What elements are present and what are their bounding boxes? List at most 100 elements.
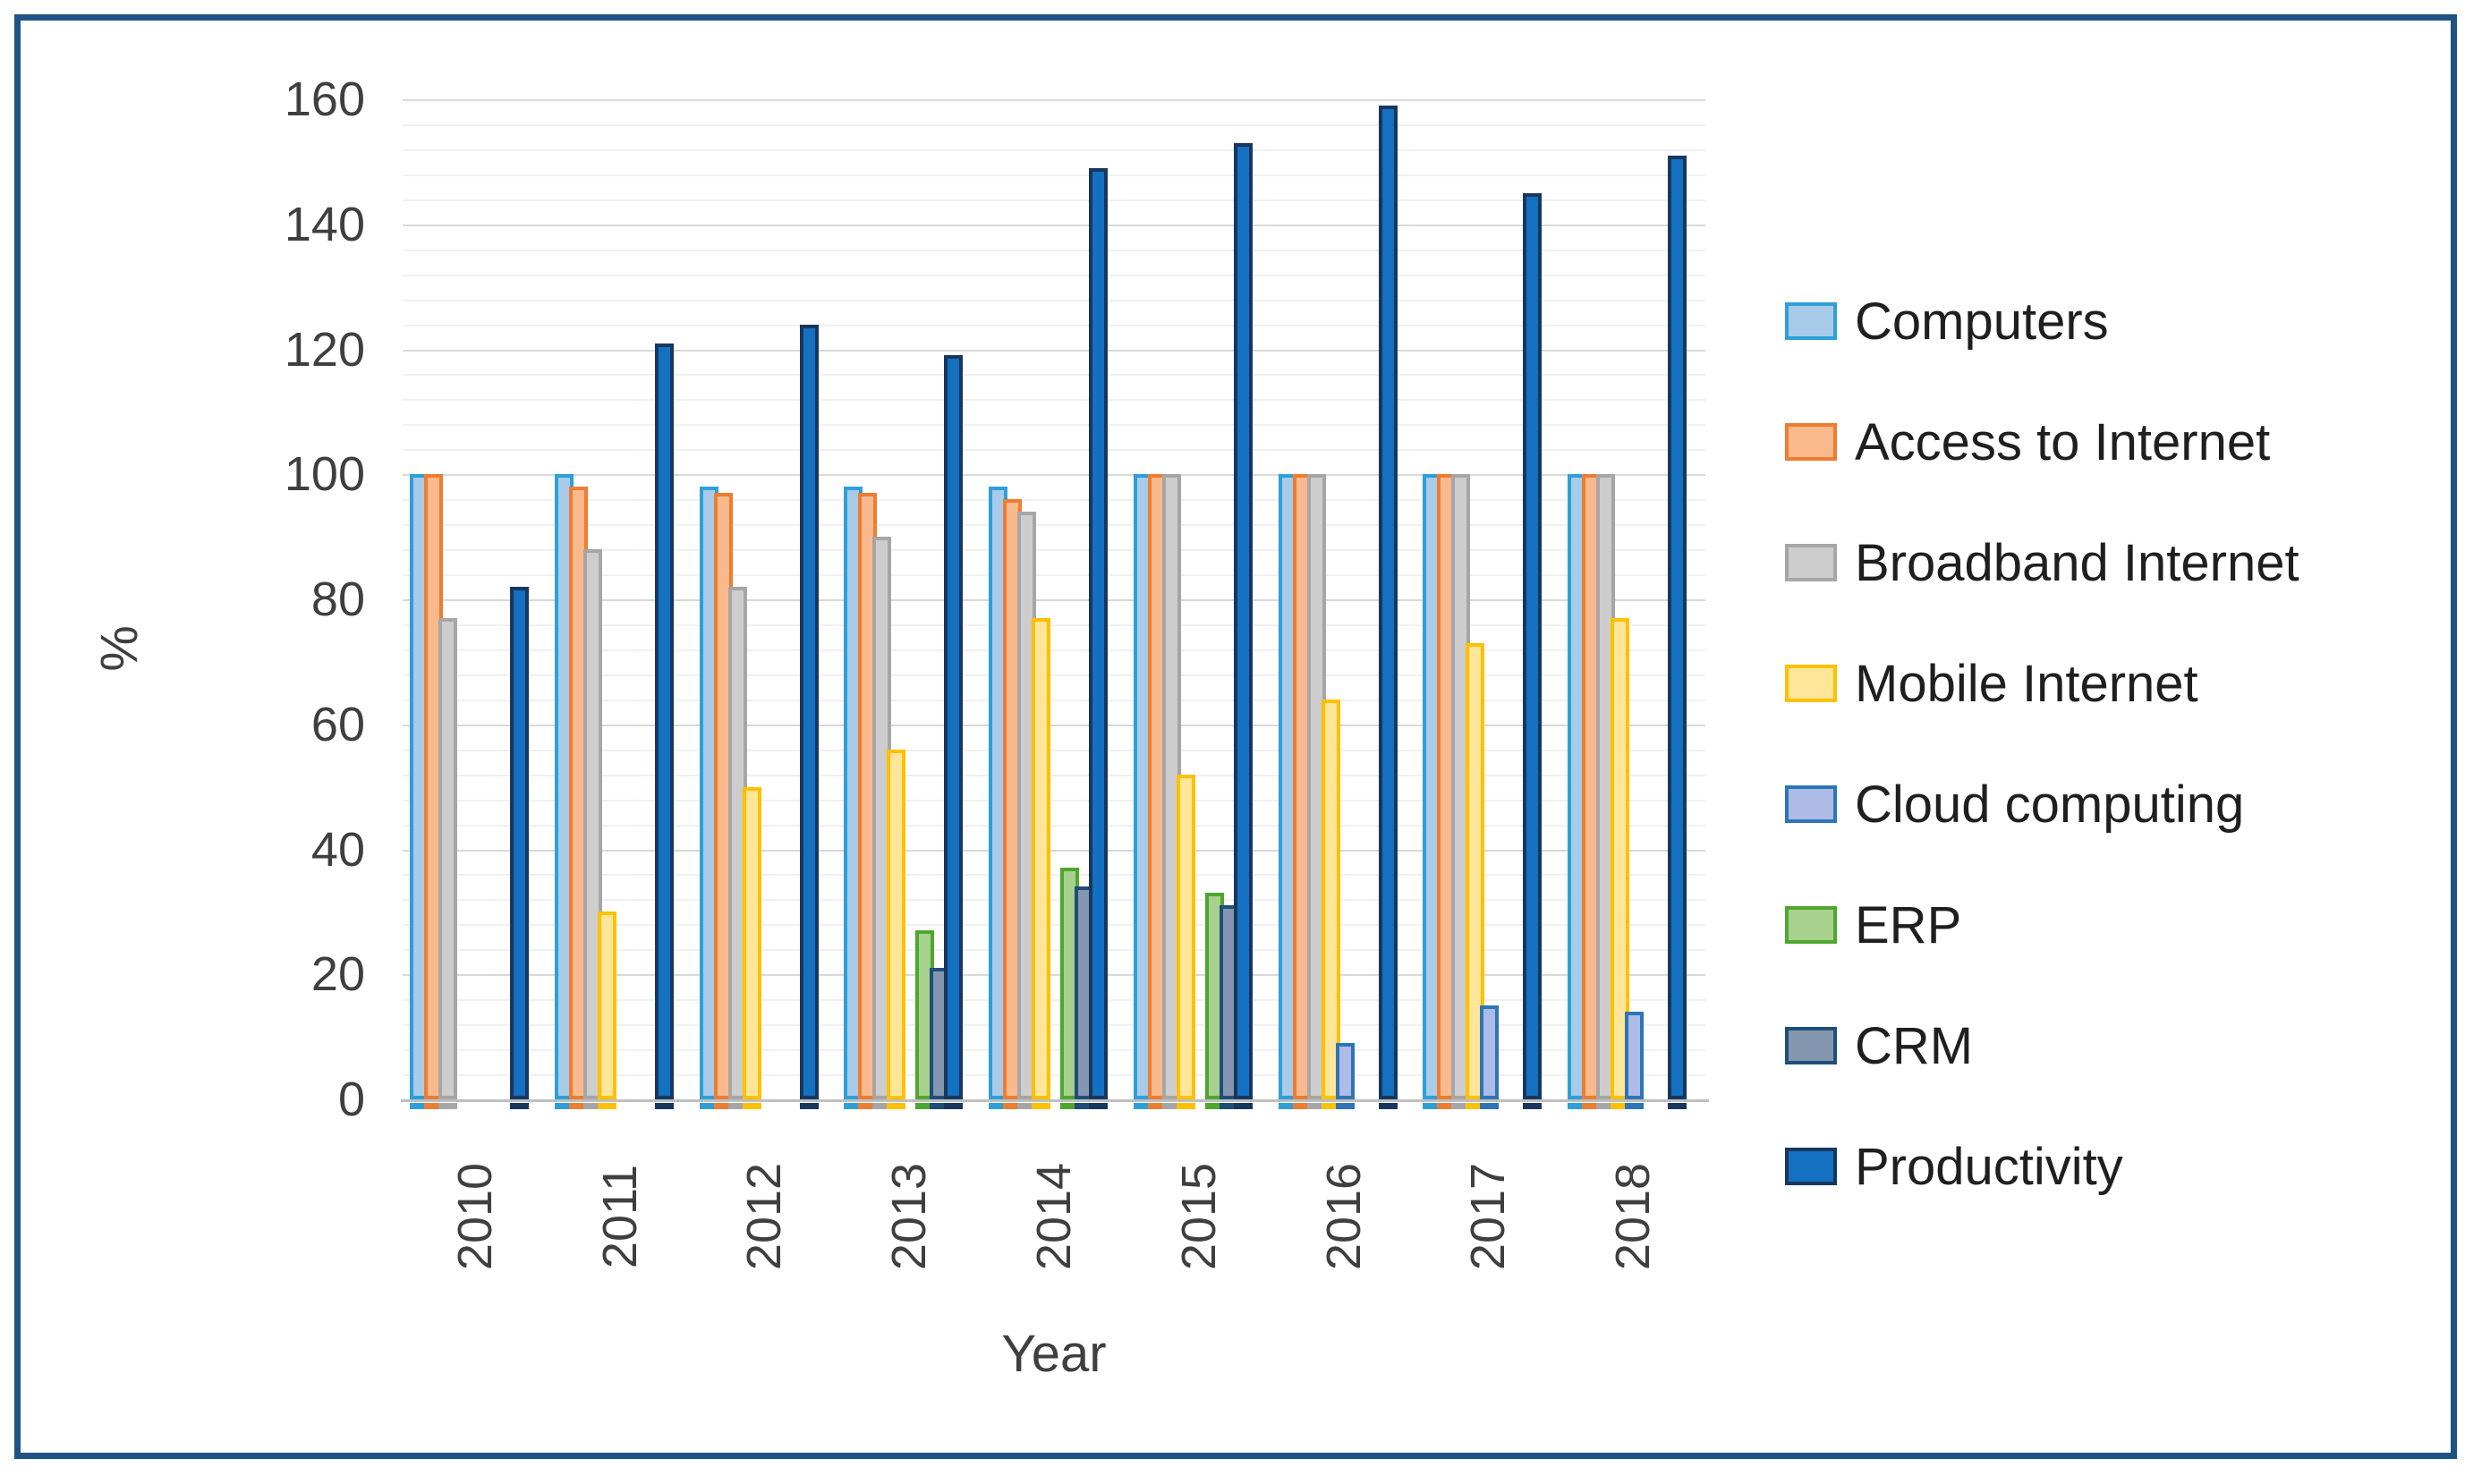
bar-base-2016-cloud-computing	[1335, 1103, 1355, 1109]
x-tick-label-2017: 2017	[1461, 1162, 1516, 1271]
legend-swatch-productivity	[1785, 1148, 1837, 1185]
minor-gridline	[403, 299, 1705, 301]
major-gridline	[403, 349, 1705, 352]
x-axis-line	[401, 1099, 1709, 1102]
x-tick-label-2015: 2015	[1171, 1162, 1226, 1271]
minor-gridline	[403, 874, 1705, 877]
bar-base-2014-computers	[989, 1103, 1008, 1109]
bar-base-2013-productivity	[944, 1103, 964, 1109]
bar-2018-mobile-internet	[1611, 617, 1630, 1099]
x-axis-title: Year	[1001, 1325, 1107, 1383]
minor-gridline	[403, 324, 1705, 326]
bar-base-2015-access-to-internet	[1147, 1103, 1167, 1109]
minor-gridline	[403, 924, 1705, 927]
bar-base-2017-broadband-internet	[1451, 1103, 1471, 1109]
bar-2011-productivity	[654, 343, 674, 1099]
bar-2015-productivity	[1233, 142, 1253, 1099]
bar-2018-productivity	[1668, 155, 1687, 1099]
bar-2013-productivity	[944, 355, 964, 1099]
bar-base-2012-broadband-internet	[727, 1103, 747, 1109]
major-gridline	[403, 474, 1705, 477]
bar-base-2016-computers	[1278, 1103, 1297, 1109]
bar-base-2018-cloud-computing	[1625, 1103, 1645, 1109]
bar-2010-productivity	[510, 587, 529, 1099]
bar-base-2015-erp	[1204, 1103, 1224, 1109]
bar-base-2018-broadband-internet	[1596, 1103, 1616, 1109]
bar-base-2016-access-to-internet	[1292, 1103, 1312, 1109]
minor-gridline	[403, 999, 1705, 1002]
legend-item-mobile-internet: Mobile Internet	[1785, 655, 2411, 713]
bar-base-2012-productivity	[799, 1103, 819, 1109]
legend-label-computers: Computers	[1855, 292, 2109, 351]
minor-gridline	[403, 1049, 1705, 1052]
bar-base-2010-broadband-internet	[438, 1103, 457, 1109]
minor-gridline	[403, 774, 1705, 776]
bar-2017-mobile-internet	[1466, 642, 1485, 1099]
bar-base-2011-mobile-internet	[597, 1103, 616, 1109]
bar-2016-cloud-computing	[1335, 1043, 1355, 1099]
bar-base-2017-access-to-internet	[1437, 1103, 1457, 1109]
y-tick-label-60: 60	[310, 697, 365, 751]
x-tick-label-2014: 2014	[1027, 1162, 1081, 1271]
x-tick-label-2018: 2018	[1606, 1162, 1661, 1271]
bar-base-2015-broadband-internet	[1161, 1103, 1181, 1109]
minor-gridline	[403, 499, 1705, 502]
minor-gridline	[403, 249, 1705, 251]
minor-gridline	[403, 524, 1705, 527]
legend-swatch-broadband-internet	[1785, 544, 1837, 581]
minor-gridline	[403, 1074, 1705, 1077]
bar-base-2015-mobile-internet	[1176, 1103, 1195, 1109]
bar-base-2017-mobile-internet	[1466, 1103, 1485, 1109]
minor-gridline	[403, 148, 1705, 151]
minor-gridline	[403, 899, 1705, 902]
bar-2010-broadband-internet	[438, 617, 457, 1099]
minor-gridline	[403, 174, 1705, 176]
legend-item-access-to-internet: Access to Internet	[1785, 413, 2411, 471]
major-gridline	[403, 224, 1705, 226]
minor-gridline	[403, 674, 1705, 676]
y-axis-title: %	[90, 625, 149, 672]
bar-base-2018-computers	[1568, 1103, 1587, 1109]
minor-gridline	[403, 399, 1705, 402]
bar-2015-mobile-internet	[1176, 774, 1195, 1099]
major-gridline	[403, 849, 1705, 852]
bar-2016-mobile-internet	[1321, 699, 1340, 1099]
x-tick-label-2010: 2010	[447, 1162, 502, 1271]
legend-label-crm: CRM	[1855, 1016, 1974, 1075]
legend-label-mobile-internet: Mobile Internet	[1855, 654, 2198, 713]
minor-gridline	[403, 699, 1705, 701]
bar-base-2015-productivity	[1233, 1103, 1253, 1109]
bar-base-2018-access-to-internet	[1582, 1103, 1602, 1109]
bar-base-2016-productivity	[1378, 1103, 1398, 1109]
major-gridline	[403, 599, 1705, 601]
bar-base-2014-crm	[1075, 1103, 1094, 1109]
bar-base-2017-productivity	[1523, 1103, 1543, 1109]
bar-2014-productivity	[1089, 167, 1109, 1099]
legend-item-crm: CRM	[1785, 1017, 2411, 1075]
legend: Computers Access to Internet Broadband Int…	[1785, 293, 2411, 1261]
y-tick-label-40: 40	[310, 822, 365, 877]
minor-gridline	[403, 449, 1705, 452]
x-tick-label-2016: 2016	[1316, 1162, 1371, 1271]
y-tick-label-20: 20	[310, 947, 365, 1002]
minor-gridline	[403, 123, 1705, 126]
bar-2014-mobile-internet	[1032, 617, 1051, 1099]
legend-item-computers: Computers	[1785, 293, 2411, 351]
legend-item-cloud-computing: Cloud computing	[1785, 776, 2411, 834]
minor-gridline	[403, 623, 1705, 626]
legend-swatch-cloud-computing	[1785, 785, 1837, 823]
bar-base-2015-crm	[1219, 1103, 1238, 1109]
minor-gridline	[403, 824, 1705, 827]
legend-item-broadband-internet: Broadband Internet	[1785, 534, 2411, 592]
minor-gridline	[403, 574, 1705, 577]
bar-base-2014-access-to-internet	[1003, 1103, 1023, 1109]
legend-swatch-erp	[1785, 906, 1837, 944]
major-gridline	[403, 974, 1705, 977]
bar-base-2012-computers	[699, 1103, 718, 1109]
bar-2011-mobile-internet	[597, 912, 616, 1099]
major-gridline	[403, 99, 1705, 101]
bar-base-2013-broadband-internet	[872, 1103, 892, 1109]
bar-base-2010-computers	[410, 1103, 429, 1109]
legend-item-erp: ERP	[1785, 896, 2411, 954]
